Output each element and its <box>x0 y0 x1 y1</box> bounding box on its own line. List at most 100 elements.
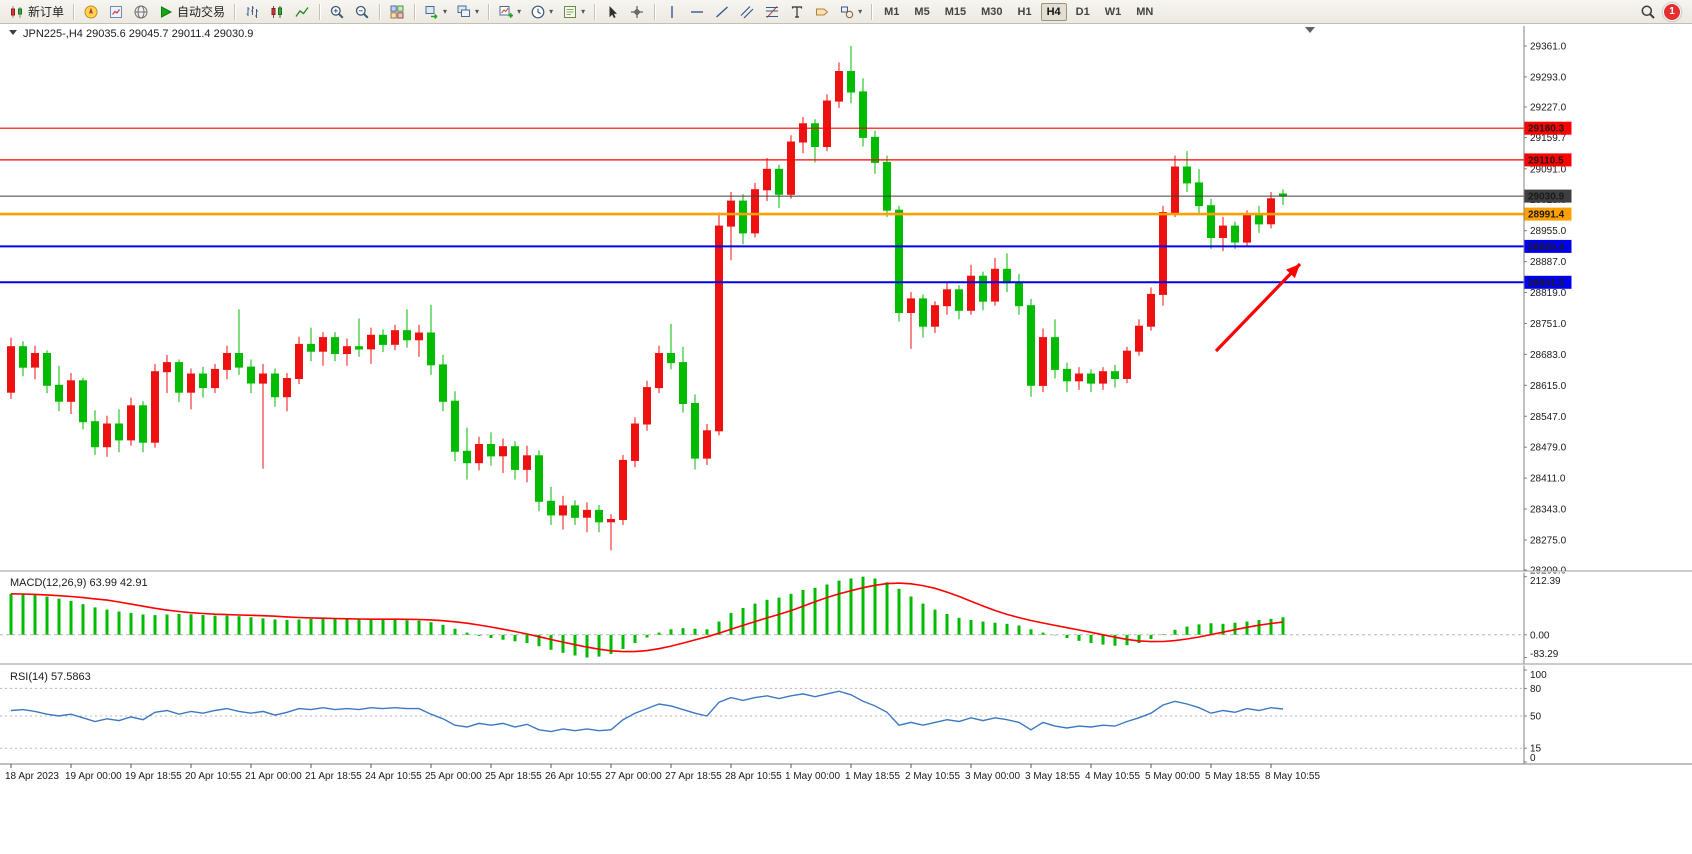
templates-button[interactable]: ▾ <box>558 1 589 23</box>
time-tick-label: 1 May 00:00 <box>785 771 840 782</box>
candle-body <box>19 346 27 368</box>
toolbar-separator <box>488 3 490 20</box>
time-tick-label: 21 Apr 00:00 <box>245 771 302 782</box>
candle-body <box>991 268 999 302</box>
price-label-text: 28841.5 <box>1528 278 1565 289</box>
candle-body <box>847 71 855 93</box>
annotation-arrow[interactable] <box>1214 262 1302 353</box>
candle-body <box>1183 166 1191 184</box>
equidistant-channel-tool-button[interactable] <box>735 1 759 23</box>
arrange-icon <box>424 4 440 20</box>
time-axis[interactable]: 18 Apr 2023 19 Apr 00:00 19 Apr 18:55 20 Ap… <box>5 764 1320 782</box>
fibonacci-tool-button[interactable] <box>760 1 784 23</box>
candle-body <box>571 505 579 518</box>
timeframe-h1[interactable]: H1 <box>1017 5 1032 18</box>
candle-body <box>427 332 435 366</box>
time-tick-label: 5 May 18:55 <box>1205 771 1260 782</box>
candle-body <box>1195 182 1203 207</box>
rsi-label: RSI(14) 57.5863 <box>10 671 91 683</box>
timeframe-m30[interactable]: M30 <box>981 5 1003 18</box>
vertical-line-tool-button[interactable] <box>660 1 684 23</box>
timeframe-mn[interactable]: MN <box>1136 5 1154 18</box>
macd-tick-label: 212.39 <box>1530 576 1561 587</box>
notification-badge[interactable]: 1 <box>1663 2 1681 21</box>
toolbar-separator <box>654 3 656 20</box>
periods-button[interactable]: ▾ <box>526 1 557 23</box>
new-order-button[interactable]: 新订单 <box>5 1 68 23</box>
candle-body <box>1255 214 1263 225</box>
text-tool-button[interactable] <box>785 1 809 23</box>
timeframe-h4[interactable]: H4 <box>1040 2 1067 21</box>
candle-body <box>931 305 939 327</box>
zoom-out-button[interactable] <box>350 1 374 23</box>
compass-icon <box>83 4 99 20</box>
candle-body <box>679 362 687 405</box>
mql5-community-button[interactable] <box>129 1 153 23</box>
macd-signal-line <box>10 582 1284 653</box>
time-tick-label: 24 Apr 10:55 <box>365 771 422 782</box>
candle-body <box>439 364 447 402</box>
cursor-tool-button[interactable] <box>600 1 624 23</box>
candle-body <box>319 337 327 352</box>
new-chart-button[interactable]: ▾ <box>494 1 525 23</box>
zoom-in-button[interactable] <box>325 1 349 23</box>
candle-body <box>583 509 591 518</box>
auto-arrange-button[interactable]: ▾ <box>420 1 451 23</box>
price-tick-label: 28887.0 <box>1530 257 1567 268</box>
label-icon <box>814 4 830 20</box>
template-icon <box>562 4 578 20</box>
bar-chart-mode-button[interactable] <box>240 1 264 23</box>
toolbar-separator <box>871 3 873 20</box>
text-icon <box>789 4 805 20</box>
data-window-button[interactable] <box>104 1 128 23</box>
trendline-tool-button[interactable] <box>710 1 734 23</box>
horizontal-line-tool-button[interactable] <box>685 1 709 23</box>
toolbar-separator <box>414 3 416 20</box>
horizontal-lines-layer[interactable] <box>0 127 1524 284</box>
chart-shift-marker[interactable] <box>1305 27 1315 33</box>
autotrading-button[interactable]: 自动交易 <box>154 1 229 23</box>
candle-body <box>1207 205 1215 238</box>
time-tick-label: 25 Apr 00:00 <box>425 771 482 782</box>
timeframe-m5[interactable]: M5 <box>914 5 930 18</box>
toolbar: 新订单 自动交易 ▾ ▾ ▾ ▾ ▾ ▾ M1 M5 M15 M30 H1 H4 D1 W1 MN 1 <box>0 0 1692 24</box>
timeframe-w1[interactable]: W1 <box>1104 5 1122 18</box>
candle-body <box>739 200 747 234</box>
panel-divider[interactable] <box>0 661 1692 668</box>
line-chart-mode-button[interactable] <box>290 1 314 23</box>
dropdown-caret-icon[interactable]: ▾ <box>581 6 586 16</box>
panel-divider[interactable] <box>0 568 1692 575</box>
price-tick-label: 29159.7 <box>1530 133 1567 144</box>
time-tick-label: 5 May 00:00 <box>1145 771 1200 782</box>
candle-body <box>631 423 639 461</box>
time-tick-label: 2 May 10:55 <box>905 771 960 782</box>
candle-body <box>1231 225 1239 243</box>
candle-body <box>247 366 255 384</box>
candles-icon <box>269 4 285 20</box>
dropdown-caret-icon[interactable]: ▾ <box>858 6 863 16</box>
candle-body <box>859 91 867 138</box>
candle-body <box>355 346 363 350</box>
dropdown-caret-icon[interactable]: ▾ <box>517 6 522 16</box>
candle-body <box>787 141 795 195</box>
timeframe-m1[interactable]: M1 <box>884 5 900 18</box>
search-icon[interactable] <box>1640 4 1656 20</box>
timeframe-m15[interactable]: M15 <box>944 5 967 18</box>
macd-tick-label: 0.00 <box>1530 630 1550 641</box>
shapes-tool-button[interactable]: ▾ <box>835 1 866 23</box>
vline-icon <box>664 4 680 20</box>
one-click-trading-toggle[interactable] <box>9 30 17 35</box>
dropdown-caret-icon[interactable]: ▾ <box>475 6 480 16</box>
macd-panel[interactable]: 212.39 0.00 -83.29 MACD(12,26,9) 63.99 42.9… <box>0 576 1561 660</box>
dropdown-caret-icon[interactable]: ▾ <box>549 6 554 16</box>
profiles-button[interactable] <box>79 1 103 23</box>
dropdown-caret-icon[interactable]: ▾ <box>443 6 448 16</box>
arrow-label-tool-button[interactable] <box>810 1 834 23</box>
cascade-windows-button[interactable]: ▾ <box>452 1 483 23</box>
candlestick-mode-button[interactable] <box>265 1 289 23</box>
crosshair-tool-button[interactable] <box>625 1 649 23</box>
rsi-panel[interactable]: 100 80 50 150 RSI(14) 57.5863 <box>0 669 1547 764</box>
timeframe-d1[interactable]: D1 <box>1075 5 1090 18</box>
tile-windows-button[interactable] <box>385 1 409 23</box>
